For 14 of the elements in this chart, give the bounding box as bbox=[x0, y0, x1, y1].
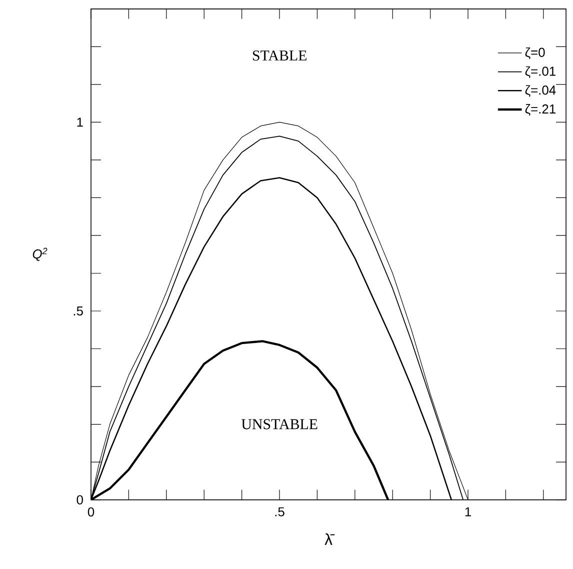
annotation: UNSTABLE bbox=[241, 419, 318, 430]
y-axis-title: Q$^{2}$ bbox=[32, 248, 48, 261]
legend-label: ζ=.21 bbox=[525, 104, 556, 116]
x-axis-title: λ̄ bbox=[324, 533, 335, 545]
y-tick-label: .5 bbox=[74, 306, 83, 316]
legend-label: ζ=.01 bbox=[525, 66, 556, 78]
annotation: STABLE bbox=[252, 50, 306, 61]
y-tick-label: 0 bbox=[76, 495, 83, 504]
x-tick-label: 0 bbox=[88, 507, 94, 516]
y-tick-label: 1 bbox=[77, 118, 83, 127]
x-tick-label: 1 bbox=[465, 507, 471, 516]
legend-label: ζ=0 bbox=[525, 47, 545, 60]
x-tick-label: .5 bbox=[275, 507, 284, 516]
legend-label: ζ=.04 bbox=[525, 85, 556, 97]
